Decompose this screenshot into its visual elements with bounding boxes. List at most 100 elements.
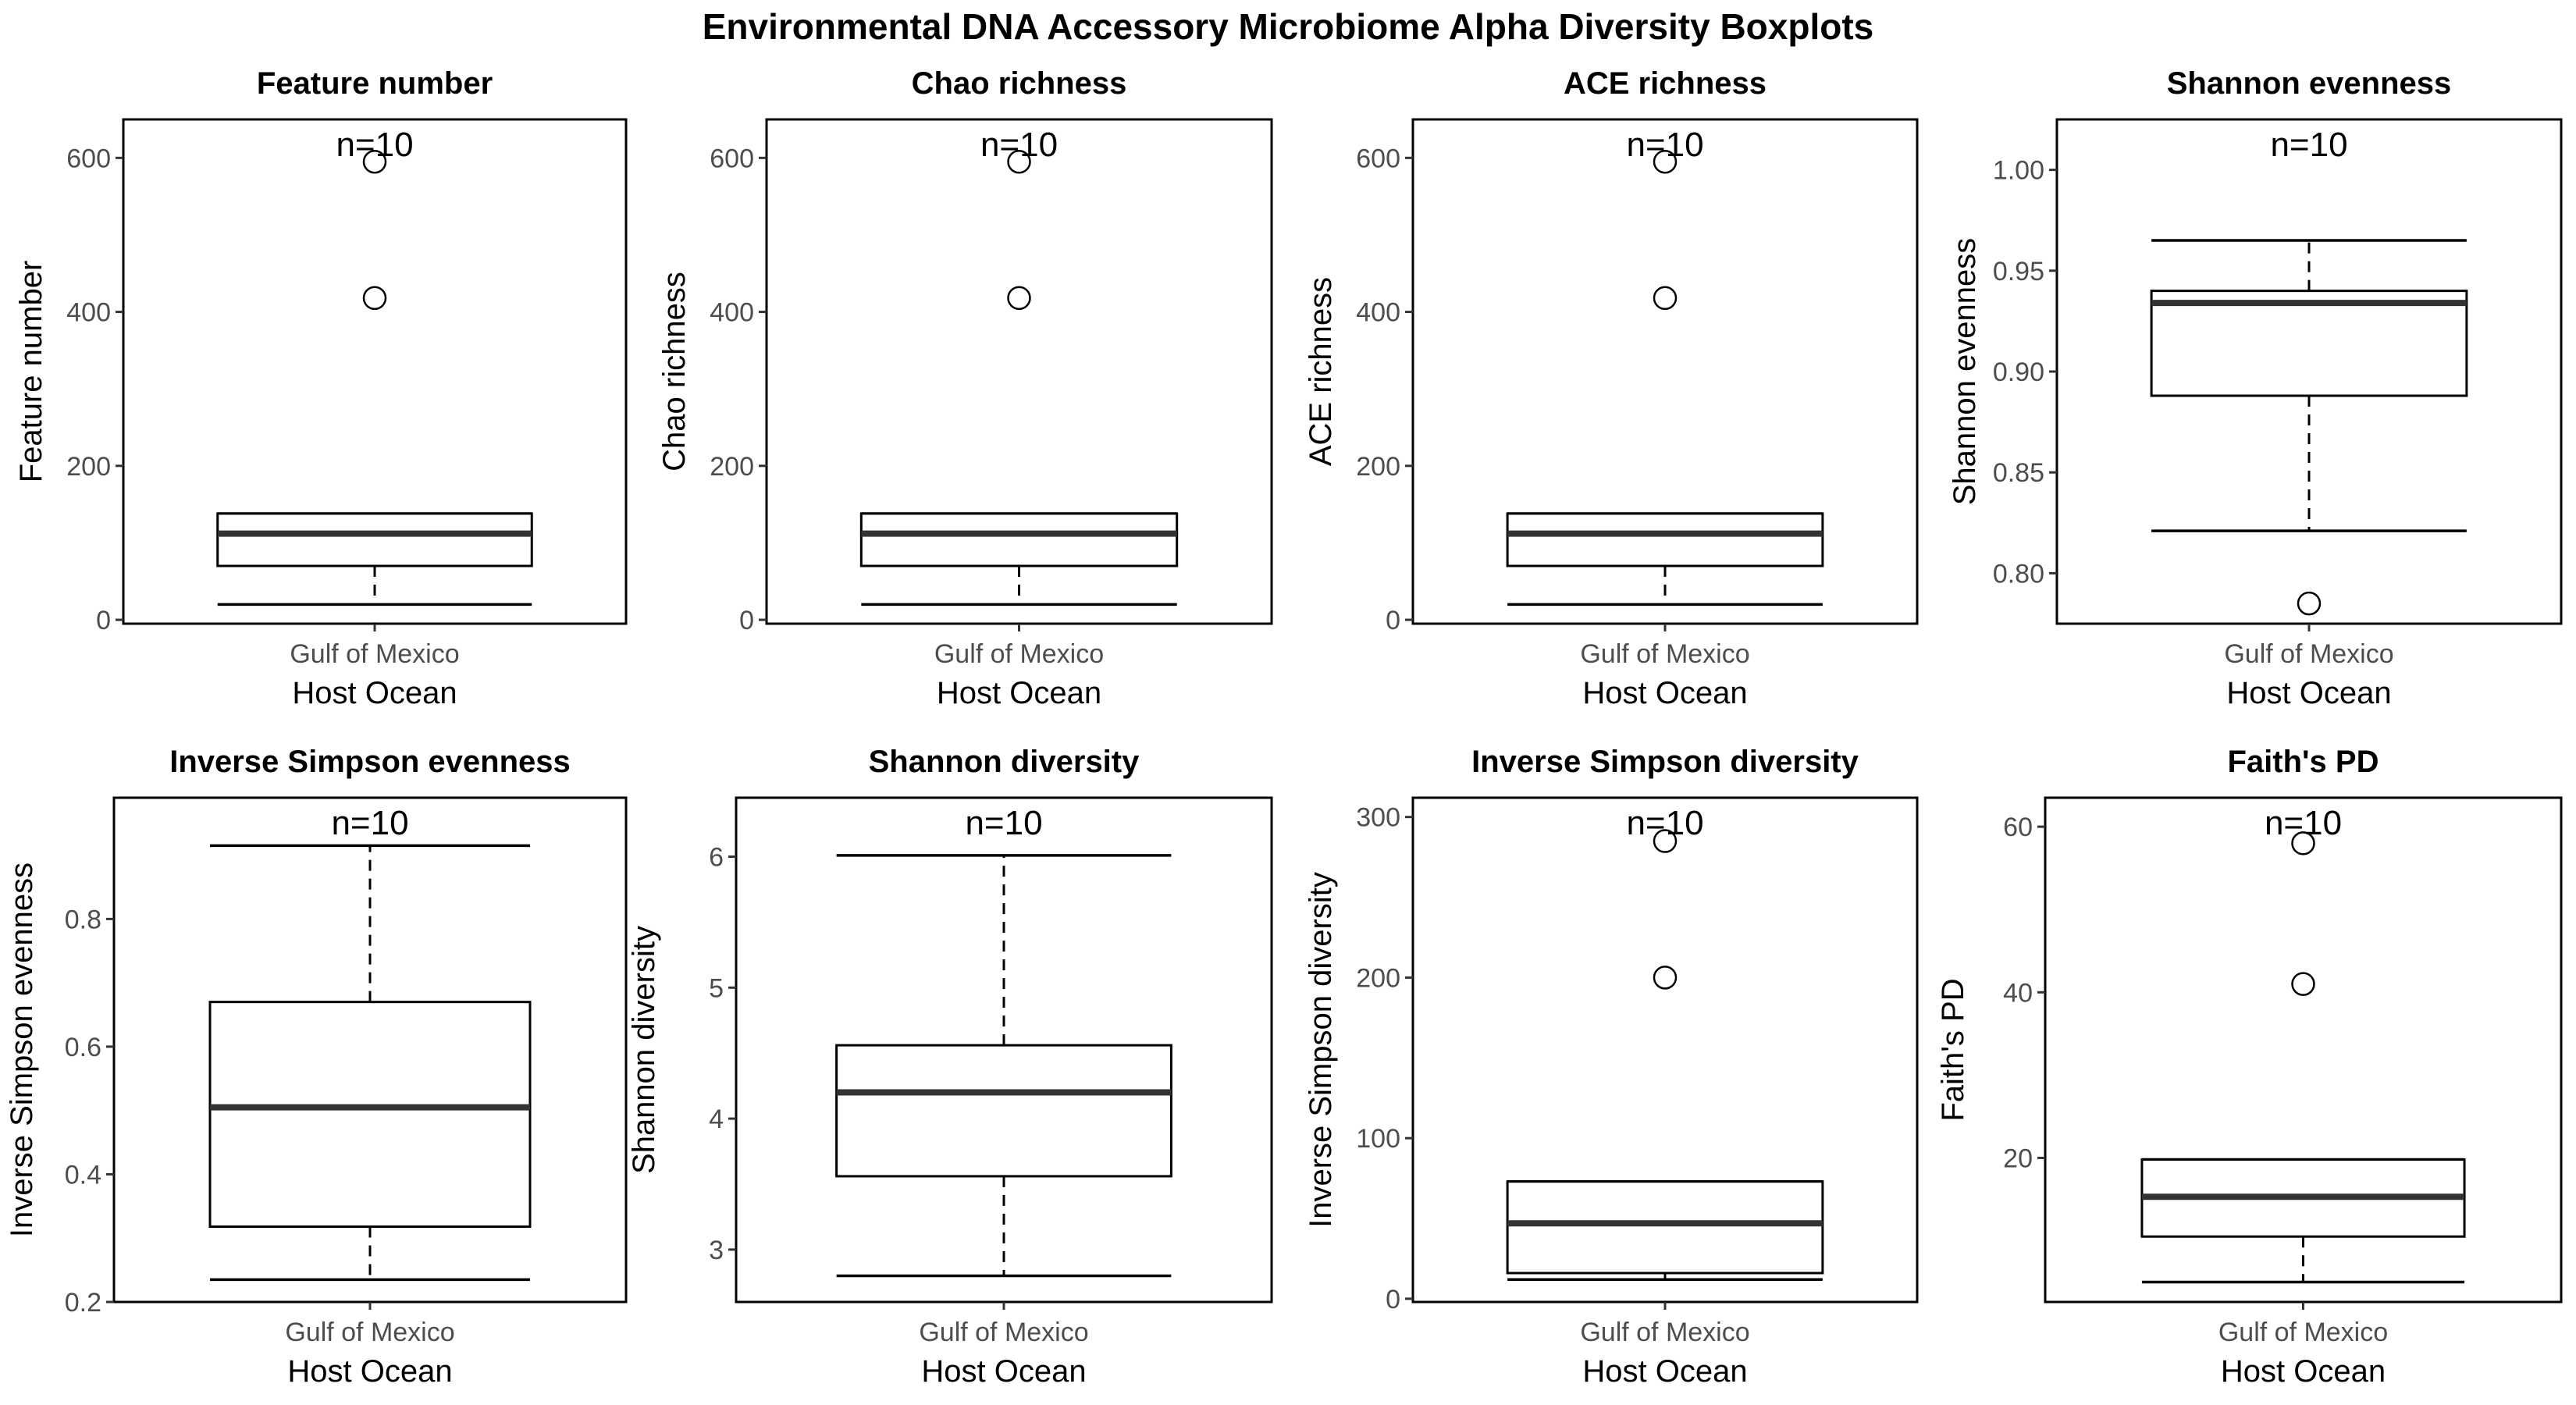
x-axis-title: Host Ocean	[921, 1354, 1086, 1389]
y-axis-title: Faith's PD	[1936, 978, 1970, 1121]
x-tick-label: Gulf of Mexico	[934, 639, 1104, 669]
y-tick-label: 400	[1356, 298, 1400, 328]
panel-7: Inverse Simpson diversity 0 100 200 300 Gulf …	[1304, 745, 1919, 1389]
y-tick-label: 0	[1386, 1285, 1400, 1314]
n-label: n=10	[965, 804, 1042, 842]
n-label: n=10	[331, 804, 408, 842]
box	[1506, 1180, 1824, 1275]
y-tick-label: 200	[1356, 963, 1400, 993]
y-axis-title: Chao richness	[657, 272, 692, 471]
panel-title: ACE richness	[1564, 66, 1767, 101]
y-tick-label: 400	[66, 298, 111, 328]
y-axis-title: Inverse Simpson diversity	[1304, 872, 1338, 1228]
n-label: n=10	[1626, 804, 1703, 842]
panel-4: Shannon evenness 0.80 0.85 0.90 0.95 1.00 Gulf…	[1948, 66, 2563, 710]
y-axis-title: ACE richness	[1304, 277, 1338, 466]
x-tick-label: Gulf of Mexico	[285, 1318, 454, 1347]
y-tick-label: 0.4	[65, 1160, 101, 1190]
y-tick-label: 100	[1356, 1124, 1400, 1154]
y-tick-label: 200	[710, 452, 754, 482]
panel-title: Shannon diversity	[869, 745, 1140, 779]
y-tick-label: 600	[66, 144, 111, 173]
n-label: n=10	[2265, 804, 2342, 842]
y-tick-label: 5	[709, 973, 724, 1003]
outlier-point	[1653, 149, 1678, 174]
panel-title: Shannon evenness	[2167, 66, 2452, 101]
outlier-point	[1653, 286, 1678, 311]
y-tick-label: 0.90	[1993, 357, 2044, 387]
y-tick-label: 0	[739, 606, 754, 635]
panel-title: Inverse Simpson diversity	[1471, 745, 1859, 779]
box	[2150, 290, 2468, 397]
x-axis-title: Host Ocean	[2226, 676, 2391, 710]
n-label: n=10	[1626, 126, 1703, 164]
y-tick-label: 4	[709, 1104, 724, 1134]
y-tick-label: 0.8	[65, 905, 101, 934]
panel-5: Inverse Simpson evenness 0.2 0.4 0.6 0.8 Gulf…	[5, 745, 628, 1389]
x-tick-label: Gulf of Mexico	[919, 1318, 1088, 1347]
panel-6: Shannon diversity 3 4 5 6 Gulf of Mexico Host …	[627, 745, 1273, 1389]
y-tick-label: 600	[710, 144, 754, 173]
x-tick-label: Gulf of Mexico	[2224, 639, 2393, 669]
outlier-point	[1653, 966, 1678, 990]
y-axis-title: Shannon diversity	[627, 926, 661, 1174]
n-label: n=10	[980, 126, 1058, 164]
y-tick-label: 200	[1356, 452, 1400, 482]
box	[1506, 512, 1824, 567]
y-tick-label: 0.95	[1993, 257, 2044, 286]
y-tick-label: 0.2	[65, 1288, 101, 1318]
y-tick-label: 20	[2003, 1144, 2033, 1173]
outlier-point	[1653, 829, 1678, 853]
y-tick-label: 0.6	[65, 1033, 101, 1062]
n-label: n=10	[2270, 126, 2347, 164]
x-axis-title: Host Ocean	[1582, 1354, 1747, 1389]
y-tick-label: 40	[2003, 978, 2033, 1008]
y-tick-label: 300	[1356, 803, 1400, 833]
box	[208, 1001, 532, 1229]
y-tick-label: 60	[2003, 813, 2033, 842]
x-axis-title: Host Ocean	[2221, 1354, 2386, 1389]
y-tick-label: 0.85	[1993, 458, 2044, 488]
panel-3: ACE richness 0 200 400 600 Gulf of Mexico Host…	[1304, 66, 1919, 710]
n-label: n=10	[336, 126, 413, 164]
x-axis-title: Host Ocean	[287, 1354, 452, 1389]
y-tick-label: 0	[1386, 606, 1400, 635]
y-tick-label: 3	[709, 1236, 724, 1265]
y-tick-label: 0.80	[1993, 559, 2044, 589]
box	[216, 512, 533, 567]
x-axis-title: Host Ocean	[1582, 676, 1747, 710]
outlier-point	[362, 149, 387, 174]
box	[859, 512, 1179, 567]
y-tick-label: 1.00	[1993, 156, 2044, 186]
x-tick-label: Gulf of Mexico	[1580, 1318, 1749, 1347]
panel-title: Faith's PD	[2228, 745, 2379, 779]
panel-title: Feature number	[257, 66, 493, 101]
outlier-point	[1007, 149, 1031, 174]
figure-title: Environmental DNA Accessory Microbiome A…	[703, 6, 1873, 47]
panel-2: Chao richness 0 200 400 600 Gulf of Mexico Hos…	[657, 66, 1273, 710]
y-tick-label: 200	[66, 452, 111, 482]
x-tick-label: Gulf of Mexico	[290, 639, 459, 669]
y-tick-label: 400	[710, 298, 754, 328]
panel-1: Feature number 0 200 400 600 Gulf of Mexico Ho…	[14, 66, 628, 710]
box	[835, 1044, 1172, 1178]
outlier-point	[2297, 591, 2322, 616]
y-tick-label: 0	[96, 606, 111, 635]
y-tick-label: 600	[1356, 144, 1400, 173]
y-axis-title: Shannon evenness	[1948, 238, 1982, 506]
y-axis-title: Feature number	[14, 261, 48, 483]
x-axis-title: Host Ocean	[292, 676, 457, 710]
outlier-point	[362, 286, 387, 311]
panel-8: Faith's PD 20 40 60 Gulf of Mexico Host Ocean…	[1936, 745, 2563, 1389]
panel-title: Chao richness	[912, 66, 1127, 101]
outlier-point	[2291, 972, 2315, 996]
outlier-point	[2291, 831, 2315, 855]
x-axis-title: Host Ocean	[937, 676, 1101, 710]
panel-title: Inverse Simpson evenness	[169, 745, 571, 779]
y-axis-title: Inverse Simpson evenness	[5, 863, 39, 1237]
y-tick-label: 6	[709, 843, 724, 873]
x-tick-label: Gulf of Mexico	[1580, 639, 1749, 669]
outlier-point	[1007, 286, 1031, 311]
